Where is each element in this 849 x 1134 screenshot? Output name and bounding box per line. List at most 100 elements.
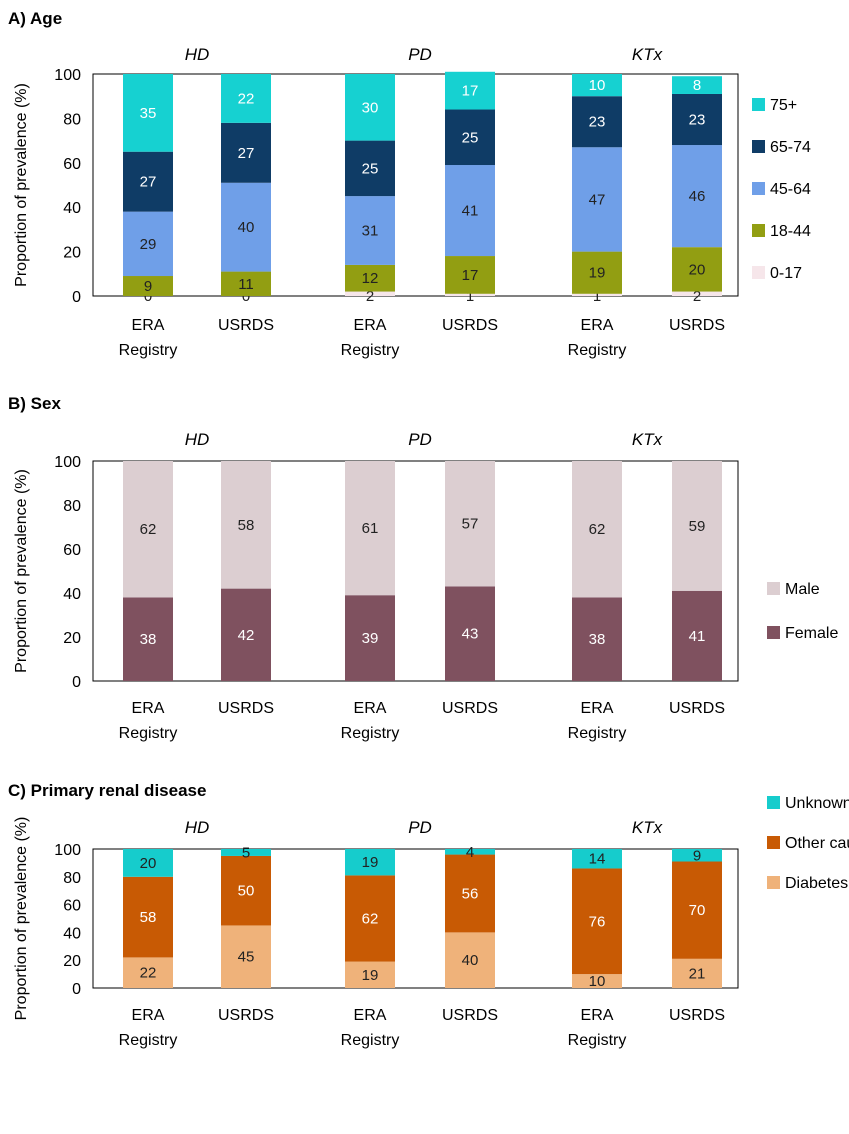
category-label: ERA Registry xyxy=(568,700,627,742)
chart-panel-1: B) Sex HD PD KTx 0 20 40 60 80 100 Proportion of p… xyxy=(8,394,838,742)
data-label: 22 xyxy=(238,90,255,107)
data-label: 19 xyxy=(362,854,379,871)
bar-segment xyxy=(123,849,173,877)
legend-swatch xyxy=(752,224,765,237)
category-label: ERA Registry xyxy=(119,317,178,359)
data-label: 17 xyxy=(462,267,479,284)
data-label: 62 xyxy=(589,521,606,538)
data-label: 23 xyxy=(589,114,606,131)
bar-segment xyxy=(572,251,622,294)
bar-segment xyxy=(123,876,173,958)
category-label: USRDS xyxy=(442,1007,498,1024)
legend-swatch xyxy=(752,266,765,279)
bar-segment xyxy=(445,293,495,296)
bar-segment xyxy=(345,961,395,988)
bar-segment xyxy=(345,849,395,876)
plot-frame xyxy=(92,848,739,989)
bar-segment xyxy=(672,145,722,248)
category-label: USRDS xyxy=(442,700,498,717)
legend-swatch xyxy=(767,836,780,849)
bar-segment xyxy=(345,140,395,197)
data-label: 50 xyxy=(238,883,255,900)
group-label-pd: PD xyxy=(408,45,432,64)
bar-segment xyxy=(572,293,622,296)
data-label: 62 xyxy=(362,911,379,928)
legend: Female Male xyxy=(767,581,838,642)
bar-segment xyxy=(445,109,495,166)
data-label: 2 xyxy=(693,288,701,305)
y-axis-label: Proportion of prevalence (%) xyxy=(13,817,30,1021)
data-label: 43 xyxy=(462,626,479,643)
bar-segment xyxy=(445,71,495,110)
data-label: 8 xyxy=(693,77,701,94)
bar-segment xyxy=(672,590,722,681)
legend-entry: 18-44 xyxy=(770,223,811,240)
bar-segment xyxy=(221,588,271,681)
bar-segment xyxy=(672,291,722,296)
data-label: 38 xyxy=(140,631,157,648)
data-label: 14 xyxy=(589,851,606,868)
data-label: 41 xyxy=(462,203,479,220)
data-label: 30 xyxy=(362,99,379,116)
y-tick-label: 40 xyxy=(63,200,81,217)
bar-segment xyxy=(221,271,271,296)
category-label: ERA Registry xyxy=(341,1007,400,1049)
legend-swatch xyxy=(767,626,780,639)
data-label: 25 xyxy=(362,160,379,177)
bar-segment xyxy=(445,586,495,681)
group-label-pd: PD xyxy=(408,430,432,449)
legend: Diabetes Other causes Unknown xyxy=(767,795,849,892)
legend-entry: 45-64 xyxy=(770,181,811,198)
data-label: 25 xyxy=(462,129,479,146)
group-label-hd: HD xyxy=(185,818,210,837)
bar-segment xyxy=(672,958,722,988)
data-label: 0 xyxy=(242,288,250,305)
bar-segment xyxy=(221,122,271,183)
y-tick-label: 100 xyxy=(54,67,81,84)
bar-segment xyxy=(345,196,395,265)
y-tick-label: 0 xyxy=(72,674,81,691)
data-label: 20 xyxy=(140,855,157,872)
bar-segment xyxy=(123,74,173,152)
y-tick-label: 40 xyxy=(63,925,81,942)
legend-entry: 75+ xyxy=(770,97,797,114)
y-tick-label: 40 xyxy=(63,586,81,603)
data-label: 19 xyxy=(589,265,606,282)
legend-entry: Diabetes xyxy=(785,875,848,892)
bar-segment xyxy=(345,461,395,596)
category-label: USRDS xyxy=(218,1007,274,1024)
group-label-ktx: KTx xyxy=(632,430,663,449)
data-label: 1 xyxy=(466,288,474,305)
data-label: 20 xyxy=(689,261,706,278)
bar-segment xyxy=(672,849,722,862)
data-label: 4 xyxy=(466,844,474,861)
data-label: 11 xyxy=(238,276,254,293)
group-label-pd: PD xyxy=(408,818,432,837)
category-label: ERA Registry xyxy=(568,1007,627,1049)
data-label: 27 xyxy=(140,174,157,191)
legend-swatch xyxy=(767,796,780,809)
category-label: ERA Registry xyxy=(568,317,627,359)
group-label-hd: HD xyxy=(185,45,210,64)
y-tick-label: 100 xyxy=(54,842,81,859)
legend-entry: Male xyxy=(785,581,820,598)
data-label: 61 xyxy=(362,520,379,537)
bar-segment xyxy=(123,957,173,988)
bar-segment xyxy=(445,932,495,988)
data-label: 57 xyxy=(462,516,479,533)
y-tick-label: 80 xyxy=(63,111,81,128)
legend-swatch xyxy=(767,582,780,595)
category-label: ERA Registry xyxy=(119,700,178,742)
data-label: 29 xyxy=(140,236,157,253)
bar-segment xyxy=(445,849,495,855)
data-label: 38 xyxy=(589,631,606,648)
y-tick-label: 80 xyxy=(63,870,81,887)
y-tick-label: 0 xyxy=(72,981,81,998)
data-label: 19 xyxy=(362,967,379,984)
y-tick-label: 100 xyxy=(54,454,81,471)
data-label: 59 xyxy=(689,518,706,535)
data-label: 35 xyxy=(140,105,157,122)
bar-segment xyxy=(123,211,173,277)
y-tick-label: 60 xyxy=(63,542,81,559)
